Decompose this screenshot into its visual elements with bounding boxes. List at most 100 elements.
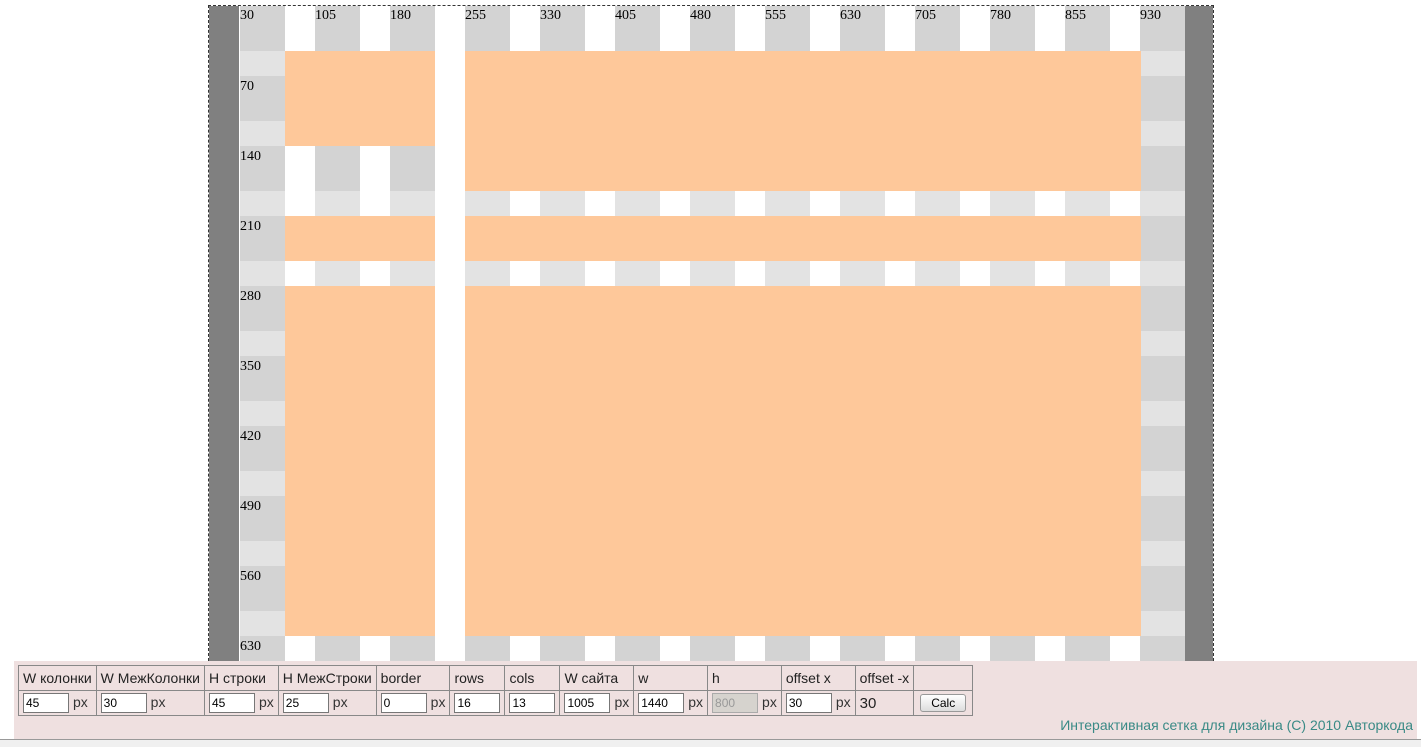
unit-label: px xyxy=(614,693,630,710)
column-header xyxy=(913,665,974,691)
column-label: 555 xyxy=(765,8,786,23)
grid-gutter-cell xyxy=(540,261,585,286)
grid-column-cell xyxy=(240,496,285,541)
column-header: H строки xyxy=(204,665,279,691)
column-label: 405 xyxy=(615,8,636,23)
column-label: 480 xyxy=(690,8,711,23)
column-label: 930 xyxy=(1140,8,1161,23)
offset-x-input[interactable] xyxy=(785,693,832,713)
grid-column-cell xyxy=(240,216,285,261)
grid-column-cell xyxy=(390,6,435,51)
grid-gutter-cell xyxy=(240,331,285,356)
grid-gutter-cell xyxy=(840,191,885,216)
grid-gutter-cell xyxy=(240,261,285,286)
unit-label: px xyxy=(332,693,348,710)
grid-column-cell xyxy=(915,636,960,661)
grid-gutter-cell xyxy=(1140,51,1185,76)
grid-gutter-cell xyxy=(240,51,285,76)
grid-gutter-cell xyxy=(765,191,810,216)
settings-panel: W колонки W МежКолонки H строки H МежСтроки… xyxy=(14,661,1417,739)
column-header: rows xyxy=(449,665,506,691)
column-header: W колонки xyxy=(18,665,97,691)
grid-gutter-cell xyxy=(990,261,1035,286)
grid-column-cell xyxy=(1140,6,1185,51)
grid-column-cell xyxy=(315,636,360,661)
grid-column-cell xyxy=(1065,636,1110,661)
grid-gutter-cell xyxy=(465,261,510,286)
grid-gutter-cell xyxy=(1140,541,1185,566)
grid-column-cell xyxy=(990,636,1035,661)
grid-gutter-cell xyxy=(240,471,285,496)
unit-label: px xyxy=(150,693,166,710)
rows-input[interactable] xyxy=(454,693,501,713)
unit-label: px xyxy=(835,693,851,710)
gutter-width-input[interactable] xyxy=(100,693,147,713)
unit-label: px xyxy=(259,693,274,710)
grid-gutter-cell xyxy=(1140,261,1185,286)
column-label: 855 xyxy=(1065,8,1086,23)
column-header: offset x xyxy=(780,665,856,691)
grid-column-cell xyxy=(690,6,735,51)
column-header: H МежСтроки xyxy=(277,665,377,691)
grid-block xyxy=(465,51,1141,191)
grid-column-cell xyxy=(615,6,660,51)
grid-gutter-cell xyxy=(1065,261,1110,286)
grid-block xyxy=(285,286,435,636)
grid-gutter-cell xyxy=(1140,471,1185,496)
column-label: 105 xyxy=(315,8,336,23)
design-grid: 30 105 180 255 330 405 480 555 630 705 780 855 930 70… xyxy=(208,5,1214,661)
grid-block xyxy=(465,216,1141,261)
grid-column-cell xyxy=(1140,636,1185,661)
grid-gutter-cell xyxy=(915,261,960,286)
column-label: 630 xyxy=(840,8,861,23)
grid-gutter-cell xyxy=(840,261,885,286)
grid-column-cell xyxy=(240,146,285,191)
unit-label: px xyxy=(73,693,88,710)
grid-gutter-cell xyxy=(990,191,1035,216)
cols-input[interactable] xyxy=(509,693,556,713)
row-label: 350 xyxy=(240,359,261,374)
grid-gutter-cell xyxy=(465,191,510,216)
grid-column-cell xyxy=(1065,6,1110,51)
grid-column-cell xyxy=(240,426,285,471)
row-label: 420 xyxy=(240,429,261,444)
w-input[interactable] xyxy=(638,693,685,713)
grid-gutter-cell xyxy=(240,121,285,146)
border-input[interactable] xyxy=(380,693,427,713)
grid-gutter-cell xyxy=(315,261,360,286)
grid-gutter-cell xyxy=(1140,611,1185,636)
grid-gutter-cell xyxy=(1140,331,1185,356)
grid-column-cell xyxy=(240,286,285,331)
grid-column-cell xyxy=(1140,216,1185,261)
h-input xyxy=(712,693,759,713)
column-header: cols xyxy=(504,665,561,691)
grid-gutter-cell xyxy=(390,191,435,216)
site-width-input[interactable] xyxy=(564,693,611,713)
grid-column-cell xyxy=(315,146,360,191)
grid-column-cell xyxy=(840,636,885,661)
row-label: 560 xyxy=(240,569,261,584)
grid-gutter-cell xyxy=(915,191,960,216)
grid-column-cell xyxy=(240,566,285,611)
grid-gutter-cell xyxy=(240,541,285,566)
grid-gutter-cell xyxy=(240,191,285,216)
grid-gutter-cell xyxy=(1065,191,1110,216)
grid-column-cell xyxy=(240,6,285,51)
grid-column-cell xyxy=(1140,496,1185,541)
col-width-input[interactable] xyxy=(23,693,69,713)
grid-column-cell xyxy=(465,636,510,661)
calc-button[interactable]: Calc xyxy=(920,694,967,712)
grid-column-cell xyxy=(390,146,435,191)
settings-table: W колонки W МежКолонки H строки H МежСтроки… xyxy=(18,665,974,716)
row-label: 490 xyxy=(240,499,261,514)
grid-column-cell xyxy=(1140,566,1185,611)
column-label: 180 xyxy=(390,8,411,23)
row-label: 630 xyxy=(240,639,261,654)
grid-gutter-cell xyxy=(765,261,810,286)
row-height-input[interactable] xyxy=(209,693,255,713)
row-gutter-input[interactable] xyxy=(282,693,329,713)
column-label: 780 xyxy=(990,8,1011,23)
row-label: 70 xyxy=(240,79,254,94)
offset-neg-x-value: 30 xyxy=(854,690,915,716)
unit-label: px xyxy=(762,693,777,710)
